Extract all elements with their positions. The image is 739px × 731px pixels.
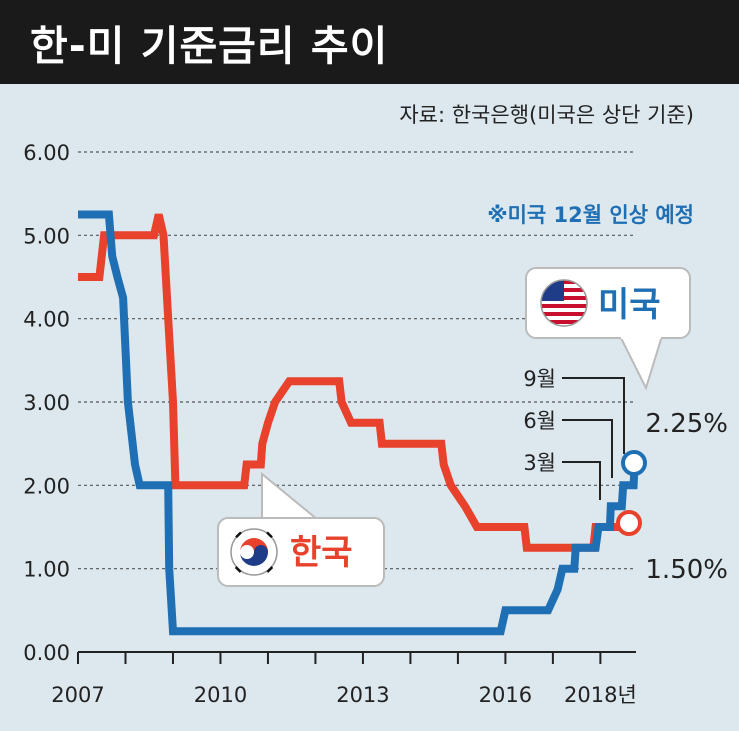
us-end-marker — [621, 450, 647, 476]
y-tick-label: 6.00 — [23, 141, 70, 165]
x-tick-label: 2007 — [51, 683, 104, 707]
y-tick-label: 0.00 — [23, 641, 70, 665]
y-axis-ticks: 0.00 1.00 2.00 3.00 4.00 5.00 6.00 — [23, 141, 70, 665]
legend-korea: 한국 — [217, 471, 385, 587]
x-tick-label: 2013 — [336, 683, 389, 707]
korea-end-value: 1.50% — [645, 555, 728, 585]
y-tick-label: 4.00 — [23, 308, 70, 332]
legend-us: 미국 — [525, 267, 691, 391]
x-tick-label: 2016 — [479, 683, 532, 707]
source-label: 자료: 한국은행(미국은 상단 기준) — [399, 103, 694, 127]
callout-jun: 6월 — [523, 409, 556, 433]
series-line-korea — [78, 213, 636, 552]
y-tick-label: 3.00 — [23, 391, 70, 415]
x-axis-ticks: 2007 2010 2013 2016 2018년 — [51, 652, 637, 707]
us-flag-icon — [540, 279, 588, 327]
korea-end-marker — [616, 510, 642, 536]
callout-sep: 9월 — [523, 367, 556, 391]
series-line-us — [78, 210, 639, 636]
legend-korea-label: 한국 — [290, 533, 353, 573]
y-tick-label: 1.00 — [23, 558, 70, 582]
y-tick-label: 2.00 — [23, 474, 70, 498]
us-end-value: 2.25% — [645, 409, 728, 439]
x-tick-label: 2010 — [194, 683, 247, 707]
callout-mar: 3월 — [523, 451, 556, 475]
chart-title: 한-미 기준금리 추이 — [30, 22, 389, 70]
rate-hike-note: ※미국 12월 인상 예정 — [487, 203, 694, 227]
callout-leaders — [562, 377, 625, 500]
y-tick-label: 5.00 — [23, 224, 70, 248]
x-tick-label: 2018년 — [564, 683, 637, 707]
legend-us-label: 미국 — [598, 285, 661, 325]
korea-flag-icon — [230, 528, 278, 576]
title-bar: 한-미 기준금리 추이 — [0, 0, 739, 84]
